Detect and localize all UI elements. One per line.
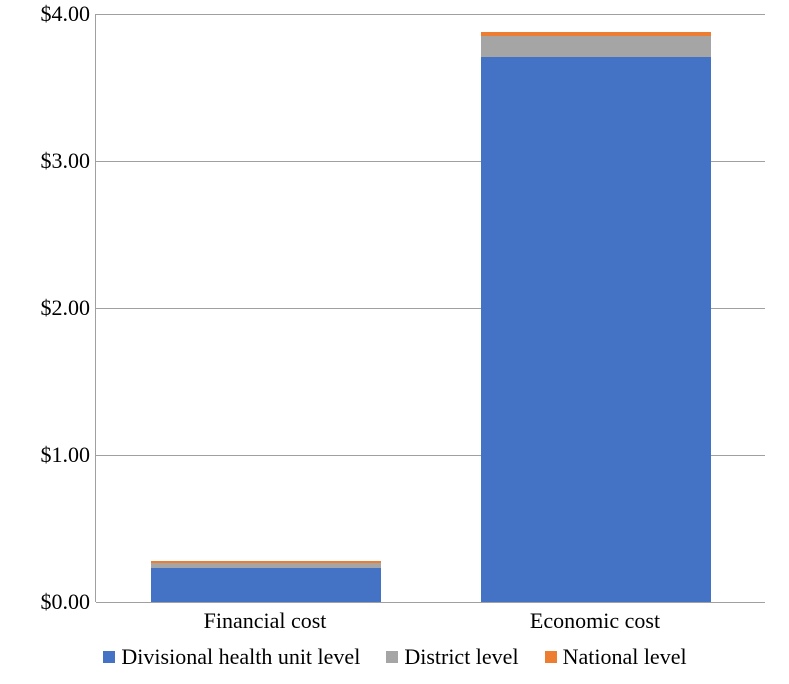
legend-swatch-icon: [103, 651, 115, 663]
y-tick-label: $3.00: [20, 148, 90, 174]
plot-area: [95, 14, 765, 602]
x-tick-label: Financial cost: [204, 608, 327, 634]
bar-segment-national: [151, 561, 381, 563]
gridline: [96, 602, 765, 603]
bar-segment-divisional: [151, 568, 381, 602]
legend: Divisional health unit level District lev…: [20, 644, 770, 670]
y-tick-label: $2.00: [20, 295, 90, 321]
legend-item-national: National level: [545, 644, 687, 670]
gridline: [96, 14, 765, 15]
legend-label: National level: [563, 644, 687, 670]
x-tick-label: Economic cost: [530, 608, 660, 634]
bar-segment-district: [151, 563, 381, 568]
bar-segment-national: [481, 32, 711, 36]
y-tick-label: $0.00: [20, 589, 90, 615]
y-tick-label: $1.00: [20, 442, 90, 468]
y-tick-label: $4.00: [20, 1, 90, 27]
legend-swatch-icon: [545, 651, 557, 663]
legend-item-district: District level: [386, 644, 518, 670]
bar-segment-divisional: [481, 57, 711, 602]
legend-label: Divisional health unit level: [121, 644, 360, 670]
bar-segment-district: [481, 36, 711, 57]
stacked-bar-chart: Divisional health unit level District lev…: [20, 10, 770, 670]
legend-label: District level: [404, 644, 518, 670]
bar-group-economic: [481, 32, 711, 602]
legend-item-divisional: Divisional health unit level: [103, 644, 360, 670]
bar-group-financial: [151, 561, 381, 602]
legend-swatch-icon: [386, 651, 398, 663]
